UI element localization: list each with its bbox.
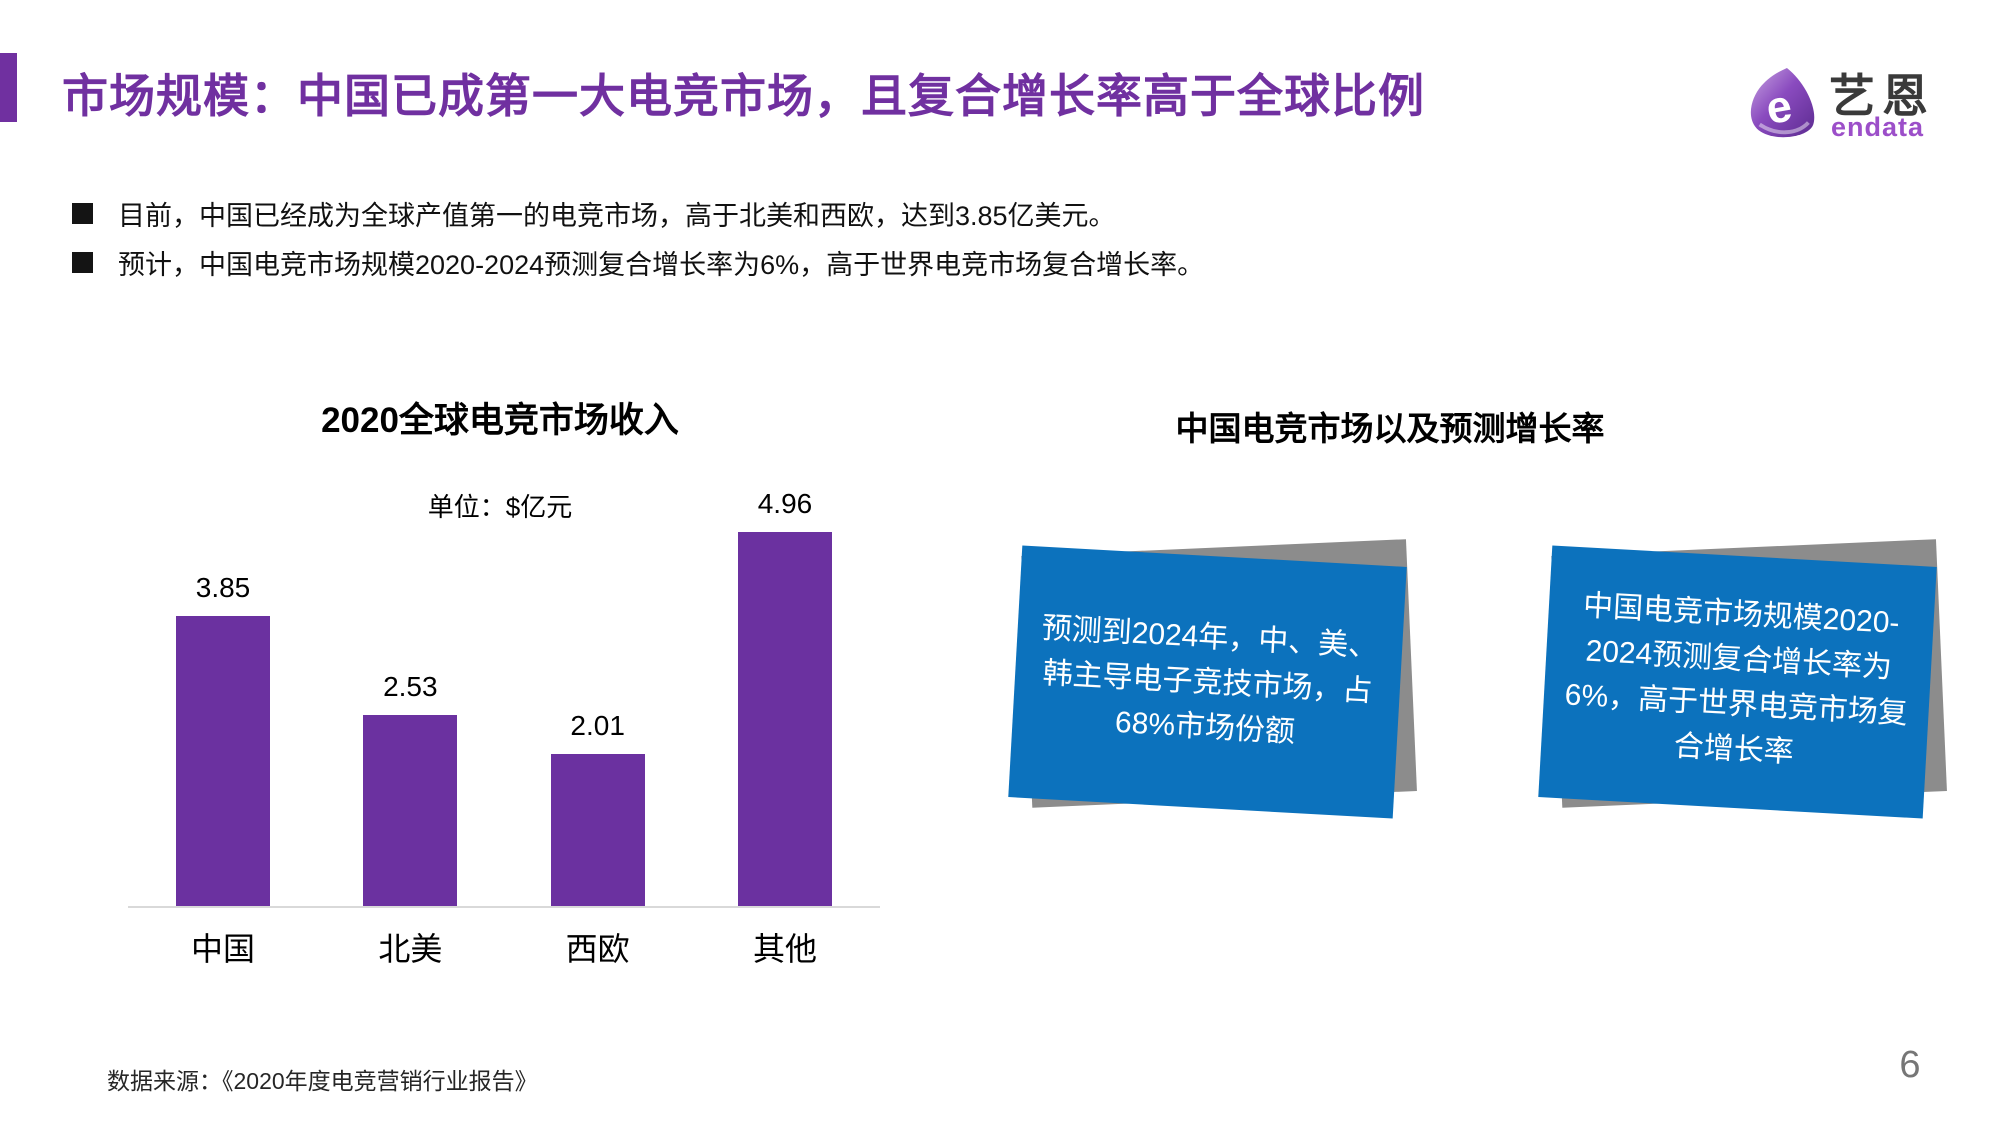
category-label: 其他	[752, 931, 817, 967]
bullet-square-icon	[72, 251, 93, 273]
bar	[176, 616, 270, 906]
bar-column: 3.85	[176, 572, 270, 906]
right-panel-title: 中国电竞市场以及预测增长率	[1175, 410, 1605, 447]
bar	[737, 532, 832, 906]
bar-column: 4.96	[737, 488, 832, 906]
page-title: 市场规模：中国已成第一大电竞市场，且复合增长率高于全球比例	[62, 70, 1425, 122]
bullet-item: 目前，中国已经成为全球产值第一的电竞市场，高于北美和西欧，达到3.85亿美元。	[72, 198, 1572, 231]
chart-unit-label: 单位：$亿元	[427, 492, 573, 522]
bar-value-label: 4.96	[757, 488, 813, 519]
bar	[363, 715, 458, 906]
category-label: 中国	[190, 931, 255, 967]
info-card: 预测到2024年，中、美、韩主导电子竞技市场，占68%市场份额	[1008, 539, 1417, 819]
bullet-text: 预计，中国电竞市场规模2020-2024预测复合增长率为6%，高于世界电竞市场复…	[118, 249, 1205, 280]
page-number: 6	[1899, 1044, 1921, 1086]
bullet-square-icon	[72, 202, 93, 224]
x-axis-category-labels: 中国 北美 西欧 其他	[128, 924, 880, 970]
category-label: 北美	[378, 931, 443, 967]
category-label: 西欧	[565, 931, 630, 967]
title-accent-bar	[0, 53, 17, 122]
logo-name-cn: 艺恩	[1829, 70, 1935, 122]
data-source-note: 数据来源：《2020年度电竞营销行业报告》	[107, 1068, 538, 1094]
x-axis-line	[128, 906, 880, 908]
bar-value-label: 3.85	[195, 572, 251, 603]
bullet-item: 预计，中国电竞市场规模2020-2024预测复合增长率为6%，高于世界电竞市场复…	[72, 247, 1572, 280]
bar-value-label: 2.53	[383, 671, 438, 702]
bar-chart-plot: 3.85 2.53 2.01 4.96	[128, 486, 880, 906]
chart-title: 2020全球电竞市场收入	[321, 401, 679, 440]
bar	[550, 754, 645, 906]
endata-logo-icon: e	[1750, 67, 1815, 138]
bar-column: 2.01	[550, 710, 645, 906]
card-text: 中国电竞市场规模2020-2024预测复合增长率为6%，高于世界电竞市场复合增长…	[1538, 545, 1937, 819]
bar-value-label: 2.01	[570, 710, 625, 741]
logo-name-en: endata	[1831, 112, 1925, 142]
bar-column: 2.53	[363, 671, 458, 906]
card-text: 预测到2024年，中、美、韩主导电子竞技市场，占68%市场份额	[1008, 545, 1407, 819]
bullet-text: 目前，中国已经成为全球产值第一的电竞市场，高于北美和西欧，达到3.85亿美元。	[118, 200, 1116, 231]
endata-logo: e 艺恩 endata	[1745, 58, 1965, 146]
bullet-list: 目前，中国已经成为全球产值第一的电竞市场，高于北美和西欧，达到3.85亿美元。 …	[72, 198, 1572, 296]
info-card: 中国电竞市场规模2020-2024预测复合增长率为6%，高于世界电竞市场复合增长…	[1538, 539, 1947, 819]
